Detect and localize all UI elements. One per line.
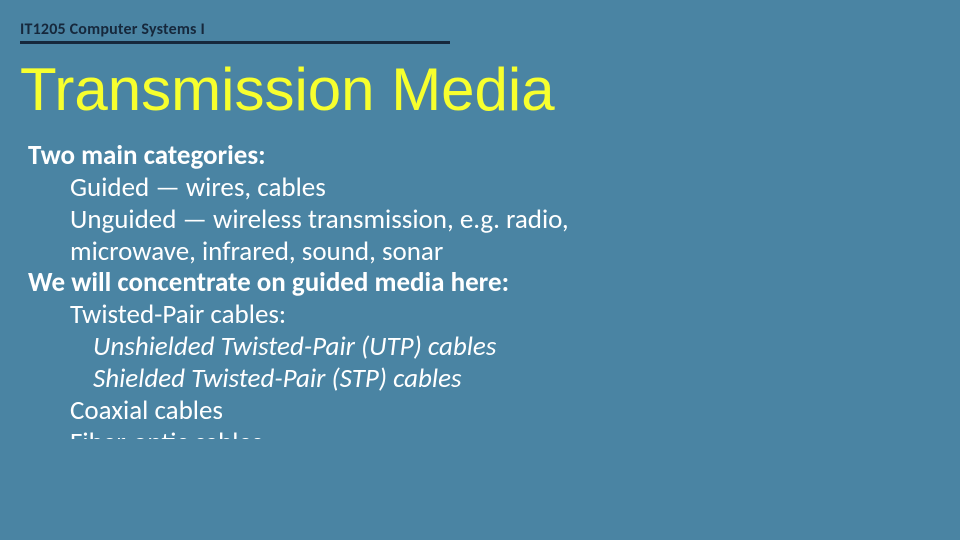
slide-title: Transmission Media [20,58,555,121]
media-fiber-cutoff: Fiber-optic cables [70,427,588,439]
category-guided: Guided — wires, cables [70,172,588,204]
slide-body: Two main categories: Guided — wires, cab… [28,140,588,439]
course-label: IT1205 Computer Systems I [20,20,450,39]
media-stp: Shielded Twisted-Pair (STP) cables [93,363,588,395]
categories-heading: Two main categories: [28,140,588,172]
focus-heading: We will concentrate on guided media here… [28,267,588,299]
header-region: IT1205 Computer Systems I [20,20,450,44]
media-twisted-pair: Twisted-Pair cables: [70,299,588,331]
media-utp: Unshielded Twisted-Pair (UTP) cables [93,331,588,363]
media-coax: Coaxial cables [70,395,588,427]
category-unguided: Unguided — wireless transmission, e.g. r… [70,204,588,268]
